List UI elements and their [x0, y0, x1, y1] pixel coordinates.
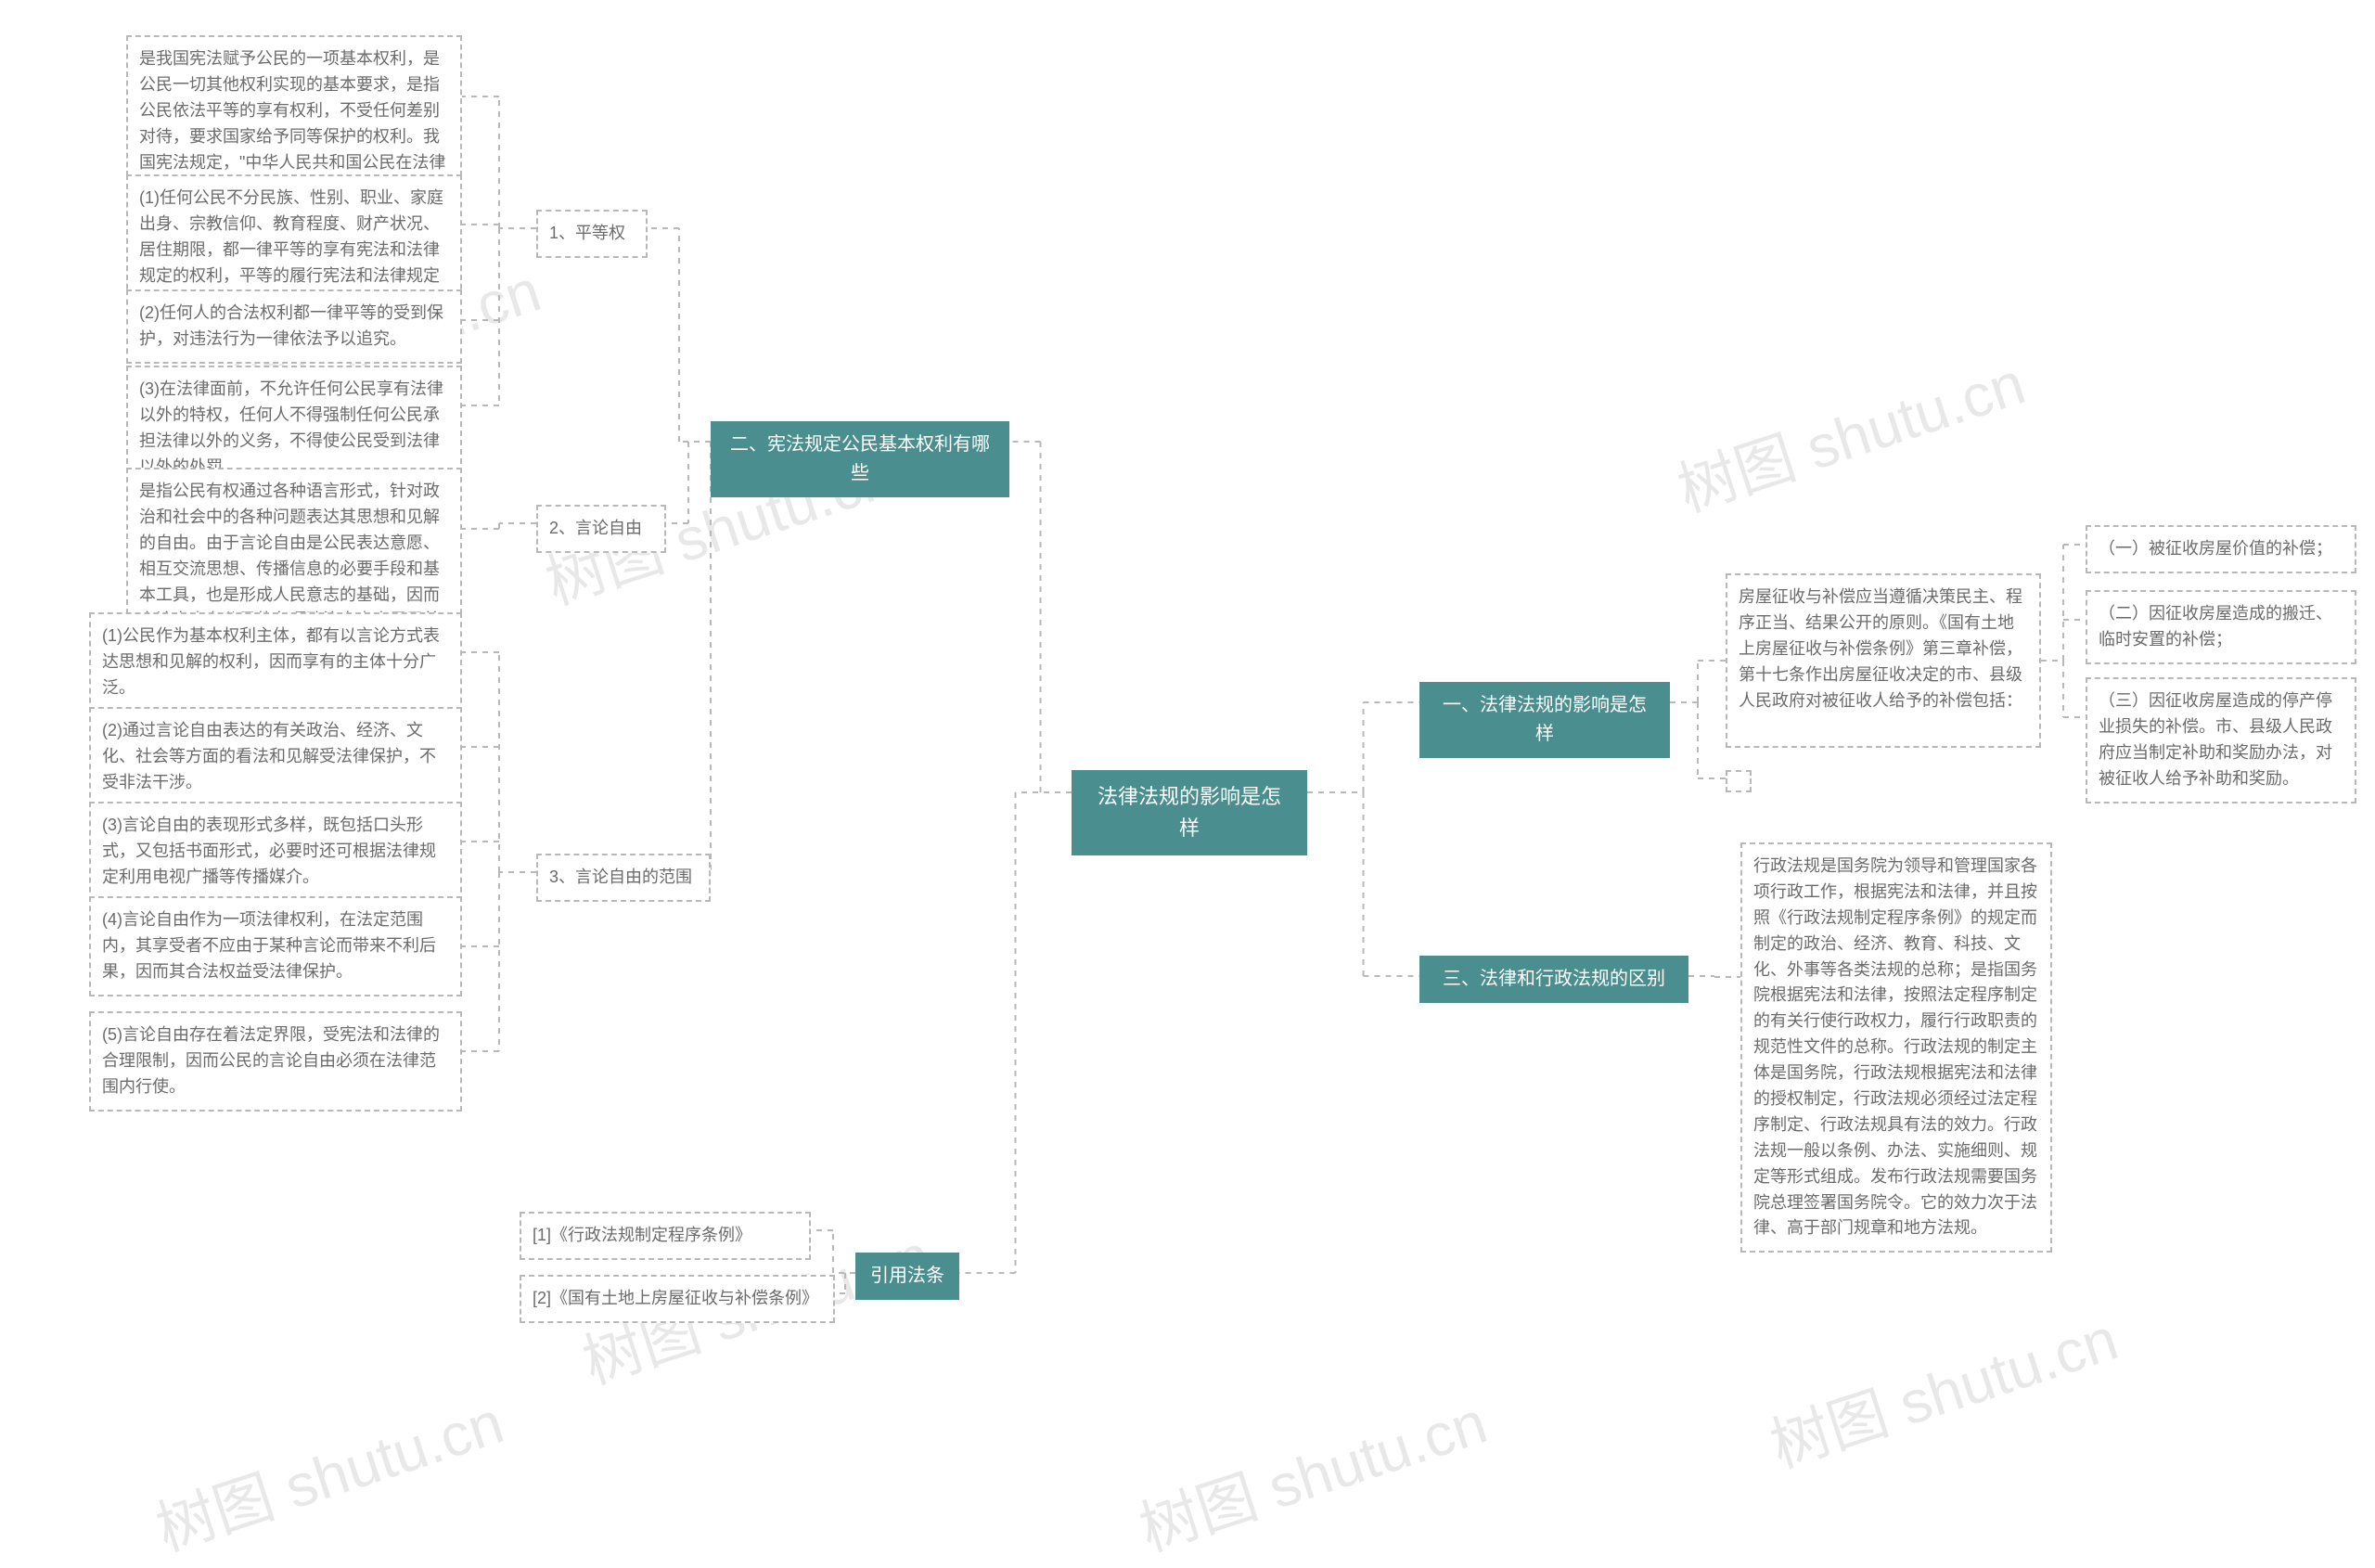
branch-1-item-1: （一）被征收房屋价值的补偿；: [2086, 525, 2356, 573]
branch-1-empty: [1726, 770, 1752, 792]
branch-ref: 引用法条: [855, 1253, 959, 1300]
watermark: 树图 shutu.cn: [1758, 1292, 2126, 1484]
branch-1-item-3: （三）因征收房屋造成的停产停业损失的补偿。市、县级人民政府应当制定补助和奖励办法…: [2086, 677, 2356, 803]
branch-2-sub-3: 3、言论自由的范围: [536, 854, 711, 902]
root-node: 法律法规的影响是怎样: [1072, 770, 1307, 855]
branch-1-detail: 房屋征收与补偿应当遵循决策民主、程序正当、结果公开的原则。《国有土地上房屋征收与…: [1726, 573, 2041, 748]
branch-2-sub-1: 1、平等权: [536, 210, 648, 258]
branch-3: 三、法律和行政法规的区别: [1419, 956, 1688, 1003]
branch-1-item-2: （二）因征收房屋造成的搬迁、临时安置的补偿；: [2086, 590, 2356, 664]
mindmap-canvas: 树图 shutu.cn 树图 shutu.cn 树图 shutu.cn 树图 s…: [0, 0, 2375, 1488]
branch-2-sub-2: 2、言论自由: [536, 505, 666, 553]
branch-2: 二、宪法规定公民基本权利有哪些: [711, 421, 1009, 497]
branch-2-sub-3e: (5)言论自由存在着法定界限，受宪法和法律的合理限制，因而公民的言论自由必须在法…: [89, 1011, 462, 1112]
watermark: 树图 shutu.cn: [144, 1375, 512, 1567]
watermark: 树图 shutu.cn: [1127, 1375, 1496, 1567]
branch-2-sub-1c: (2)任何人的合法权利都一律平等的受到保护，对违法行为一律依法予以追究。: [126, 289, 462, 364]
branch-2-sub-3b: (2)通过言论自由表达的有关政治、经济、文化、社会等方面的看法和见解受法律保护，…: [89, 707, 462, 807]
branch-2-sub-3a: (1)公民作为基本权利主体，都有以言论方式表达思想和见解的权利，因而享有的主体十…: [89, 612, 462, 713]
ref-1: [1]《行政法规制定程序条例》: [520, 1212, 811, 1260]
watermark: 树图 shutu.cn: [1665, 336, 2034, 528]
branch-2-sub-3c: (3)言论自由的表现形式多样，既包括口头形式，又包括书面形式，必要时还可根据法律…: [89, 802, 462, 902]
branch-2-sub-3d: (4)言论自由作为一项法律权利，在法定范围内，其享受者不应由于某种言论而带来不利…: [89, 896, 462, 996]
branch-3-detail: 行政法规是国务院为领导和管理国家各项行政工作，根据宪法和法律，并且按照《行政法规…: [1740, 842, 2052, 1253]
branch-1: 一、法律法规的影响是怎样: [1419, 682, 1670, 758]
ref-2: [2]《国有土地上房屋征收与补偿条例》: [520, 1275, 835, 1323]
